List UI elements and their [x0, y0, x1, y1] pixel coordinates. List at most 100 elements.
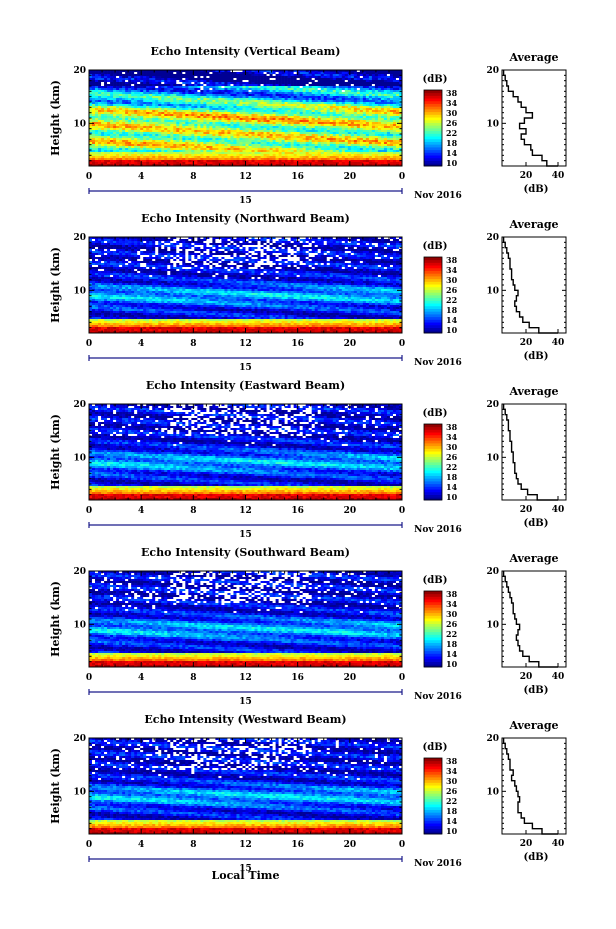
heatmap-cell [149, 92, 153, 95]
heatmap-cell [296, 130, 300, 133]
heatmap-cell [122, 136, 126, 139]
heatmap-cell [290, 86, 294, 89]
heatmap-cell [344, 112, 349, 115]
heatmap-cell [323, 154, 328, 157]
heatmap-cell [197, 98, 201, 101]
heatmap-cell [215, 162, 219, 165]
heatmap-cell [206, 140, 210, 143]
heatmap-cell [284, 150, 288, 153]
heatmap-cell [149, 98, 153, 101]
heatmap-cell [398, 118, 403, 121]
heatmap-cell [362, 130, 367, 133]
heatmap-cell [110, 110, 114, 113]
heatmap-cell [137, 72, 141, 75]
heatmap-cell [176, 148, 180, 151]
heatmap-cell [188, 108, 192, 111]
heatmap-cell [299, 156, 303, 159]
heatmap-cell [389, 80, 394, 83]
heatmap-cell [164, 86, 168, 89]
heatmap-cell [215, 108, 219, 111]
heatmap-cell [149, 94, 153, 97]
heatmap-cell [248, 158, 252, 161]
heatmap-cell [158, 120, 162, 123]
heatmap-cell [245, 154, 249, 157]
heatmap-cell [272, 132, 276, 135]
heatmap-cell [311, 74, 316, 77]
heatmap-cell [284, 76, 288, 79]
heatmap-cell [317, 80, 322, 83]
heatmap-cell [281, 92, 285, 95]
heatmap-cell [341, 134, 346, 137]
heatmap-cell [227, 80, 231, 83]
heatmap-cell [137, 118, 141, 121]
heatmap-cell [287, 160, 291, 163]
heatmap-cell [152, 106, 156, 109]
heatmap-cell [272, 80, 276, 83]
heatmap-cell [275, 76, 279, 79]
heatmap-cell [296, 92, 300, 95]
heatmap-cell [251, 116, 255, 119]
heatmap-cell [332, 136, 337, 139]
heatmap-cell [344, 136, 349, 139]
heatmap-cell [275, 102, 279, 105]
heatmap-cell [122, 84, 126, 87]
heatmap-cell [248, 74, 252, 77]
heatmap-cell [308, 108, 313, 111]
heatmap-cell [248, 116, 252, 119]
heatmap-cell [395, 120, 400, 123]
heatmap-cell [239, 96, 243, 99]
heatmap-cell [143, 122, 147, 125]
heatmap-cell [188, 132, 192, 135]
heatmap-cell [266, 160, 270, 163]
heatmap-cell [395, 80, 400, 83]
heatmap-cell [173, 106, 177, 109]
heatmap-cell [221, 150, 225, 153]
heatmap-cell [260, 98, 264, 101]
heatmap-cell [191, 150, 195, 153]
heatmap-cell [170, 134, 174, 137]
heatmap-cell [368, 110, 373, 113]
heatmap-cell [131, 110, 135, 113]
heatmap-cell [341, 110, 346, 113]
heatmap-cell [365, 72, 370, 75]
heatmap-cell [365, 96, 370, 99]
heatmap-cell [146, 116, 150, 119]
heatmap-cell [350, 112, 355, 115]
heatmap-cell [104, 162, 108, 165]
heatmap-cell [197, 134, 201, 137]
heatmap-cell [170, 144, 174, 147]
heatmap-cell [152, 158, 156, 161]
heatmap-cell [227, 148, 231, 151]
heatmap-cell [356, 122, 361, 125]
heatmap-cell [164, 156, 168, 159]
heatmap-cell [164, 138, 168, 141]
heatmap-cell [113, 138, 117, 141]
heatmap-cell [98, 86, 102, 89]
heatmap-cell [197, 108, 201, 111]
heatmap-cell [392, 132, 397, 135]
heatmap-cell [254, 142, 258, 145]
heatmap-cell [350, 130, 355, 133]
heatmap-cell [260, 104, 264, 107]
heatmap-cell [368, 78, 373, 81]
heatmap-cell [194, 80, 198, 83]
heatmap-cell [173, 112, 177, 115]
heatmap-cell [152, 120, 156, 123]
heatmap-cell [302, 132, 306, 135]
heatmap-cell [230, 90, 234, 93]
heatmap-cell [353, 146, 358, 149]
heatmap-cell [254, 86, 258, 89]
heatmap-cell [107, 148, 111, 151]
heatmap-cell [245, 114, 249, 117]
heatmap-cell [356, 144, 361, 147]
heatmap-cell [107, 134, 111, 137]
heatmap-cell [236, 134, 240, 137]
heatmap-cell [302, 128, 306, 131]
heatmap-cell [281, 110, 285, 113]
heatmap-cell [383, 72, 388, 75]
heatmap-cell [179, 86, 183, 89]
heatmap-cell [266, 130, 270, 133]
heatmap-cell [134, 158, 138, 161]
heatmap-cell [209, 122, 213, 125]
heatmap-cell [311, 82, 316, 85]
